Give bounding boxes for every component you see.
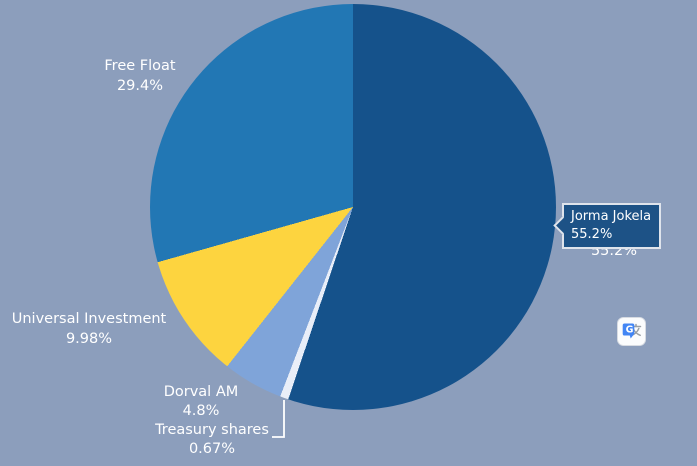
- tooltip-value: 55.2%: [571, 226, 613, 242]
- slice-name: Universal Investment: [11, 311, 167, 327]
- translate-g-letter: G: [626, 325, 634, 336]
- slice-label-free-float: Free Float 29.4%: [60, 56, 220, 96]
- slice-label-treasury-shares: Treasury shares 0.67%: [127, 421, 297, 459]
- slice-percent: 29.4%: [116, 78, 164, 94]
- slice-percent: 9.98%: [65, 331, 113, 347]
- slice-name: Treasury shares: [155, 422, 269, 438]
- tooltip: Jorma Jokela 55.2%: [553, 203, 662, 249]
- treasury-leader-line: [272, 400, 285, 438]
- slice-label-dorval-am: Dorval AM 4.8%: [126, 383, 276, 421]
- google-translate-icon: G: [617, 317, 646, 346]
- slice-percent: 0.67%: [188, 441, 236, 457]
- pie-chart[interactable]: [150, 4, 556, 410]
- google-translate-button[interactable]: G: [617, 317, 646, 346]
- slice-name: Free Float: [104, 58, 176, 74]
- slice-name: Dorval AM: [163, 384, 239, 400]
- slice-percent: 4.8%: [182, 403, 220, 419]
- slice-label-universal-investment: Universal Investment 9.98%: [4, 309, 174, 349]
- tooltip-title: Jorma Jokela: [571, 209, 652, 224]
